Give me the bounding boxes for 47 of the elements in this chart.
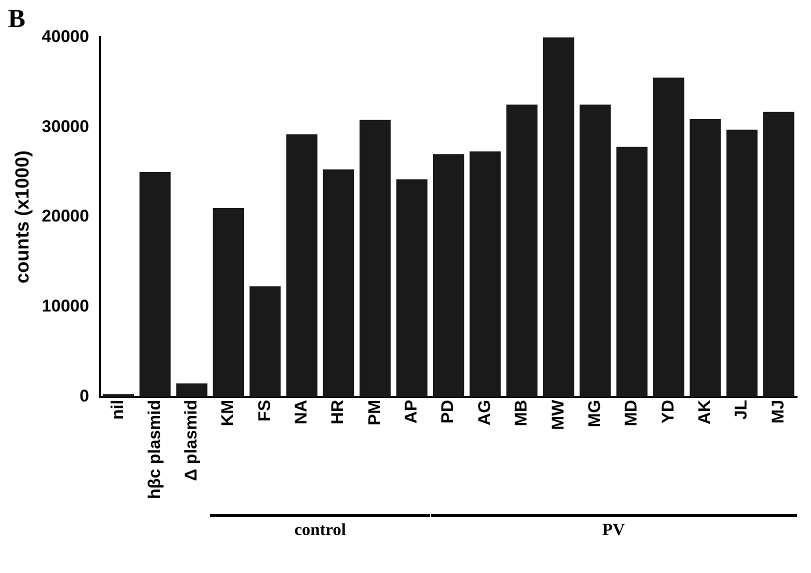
- x-tick-label: YD: [658, 400, 678, 424]
- bar: [653, 78, 684, 397]
- bar: [360, 120, 391, 397]
- x-tick-label: MD: [622, 400, 641, 426]
- text: B: [8, 4, 26, 34]
- bar: [542, 37, 574, 397]
- x-tick-label: NA: [292, 400, 311, 424]
- y-tick-label: 40000: [42, 26, 90, 46]
- x-tick-label: PM: [364, 400, 384, 426]
- bar: [506, 104, 538, 397]
- text: PV: [602, 520, 626, 539]
- bar: [250, 286, 281, 397]
- bar: [580, 104, 611, 397]
- x-tick-label: hβc plasmid: [144, 400, 164, 500]
- x-tick-label: nil: [108, 400, 128, 420]
- bar: [286, 134, 318, 397]
- bar: [726, 130, 758, 397]
- x-tick-label: PD: [438, 400, 458, 424]
- bar: [140, 172, 171, 397]
- bar: [102, 394, 134, 397]
- bar: [176, 383, 208, 397]
- x-tick-label: MW: [548, 398, 568, 430]
- x-tick-label: MG: [584, 400, 604, 428]
- bar: [763, 112, 794, 397]
- x-tick-label: FS: [254, 400, 274, 422]
- x-tick-label: JL: [732, 400, 751, 420]
- x-tick-label: AP: [402, 400, 421, 424]
- y-axis-title: counts (x1000): [12, 150, 34, 284]
- text: control: [294, 520, 346, 539]
- y-tick-label: 20000: [42, 206, 90, 226]
- x-tick-label: HR: [328, 400, 348, 424]
- y-tick-label: 0: [80, 386, 90, 406]
- x-tick-label: MB: [512, 400, 531, 426]
- bar: [322, 169, 354, 397]
- x-tick-label: AG: [474, 400, 494, 426]
- bar: [432, 154, 464, 397]
- bar: [396, 179, 428, 397]
- x-tick-label: Δ plasmid: [181, 400, 200, 482]
- bar: [470, 151, 501, 397]
- x-tick-label: AK: [694, 399, 714, 424]
- bar: [212, 208, 244, 397]
- y-tick-label: 30000: [42, 116, 90, 136]
- y-tick-label: 10000: [42, 296, 90, 316]
- x-tick-label: KM: [218, 400, 238, 426]
- x-tick-label: MJ: [768, 400, 788, 424]
- bar: [616, 146, 648, 397]
- bar: [690, 119, 721, 397]
